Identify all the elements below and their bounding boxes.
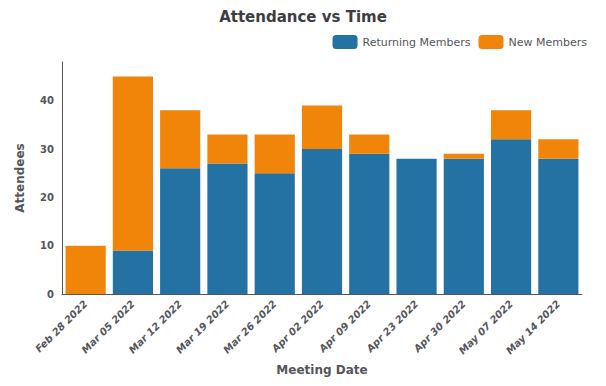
svg-text:Attendance vs Time: Attendance vs Time [219, 8, 387, 26]
svg-text:Returning Members: Returning Members [363, 36, 471, 49]
svg-text:Mar 26 2022: Mar 26 2022 [221, 298, 279, 356]
svg-text:30: 30 [40, 144, 54, 155]
svg-text:New Members: New Members [509, 36, 588, 49]
svg-text:Apr 02 2022: Apr 02 2022 [269, 298, 326, 355]
svg-text:40: 40 [40, 95, 54, 106]
svg-text:Feb 28 2022: Feb 28 2022 [33, 298, 90, 355]
svg-text:Apr 09 2022: Apr 09 2022 [317, 298, 374, 355]
svg-text:Mar 05 2022: Mar 05 2022 [79, 298, 137, 356]
svg-text:Mar 19 2022: Mar 19 2022 [173, 298, 232, 356]
svg-text:20: 20 [40, 192, 54, 203]
svg-text:May 07 2022: May 07 2022 [456, 298, 515, 357]
svg-text:Apr 23 2022: Apr 23 2022 [364, 298, 421, 355]
svg-text:May 14 2022: May 14 2022 [504, 298, 562, 356]
svg-text:0: 0 [47, 289, 54, 300]
svg-text:10: 10 [40, 240, 54, 251]
svg-text:Mar 12 2022: Mar 12 2022 [126, 298, 185, 356]
svg-text:Apr 30 2022: Apr 30 2022 [411, 298, 468, 355]
svg-text:Attendees: Attendees [13, 143, 27, 212]
svg-text:Meeting Date: Meeting Date [276, 363, 367, 377]
